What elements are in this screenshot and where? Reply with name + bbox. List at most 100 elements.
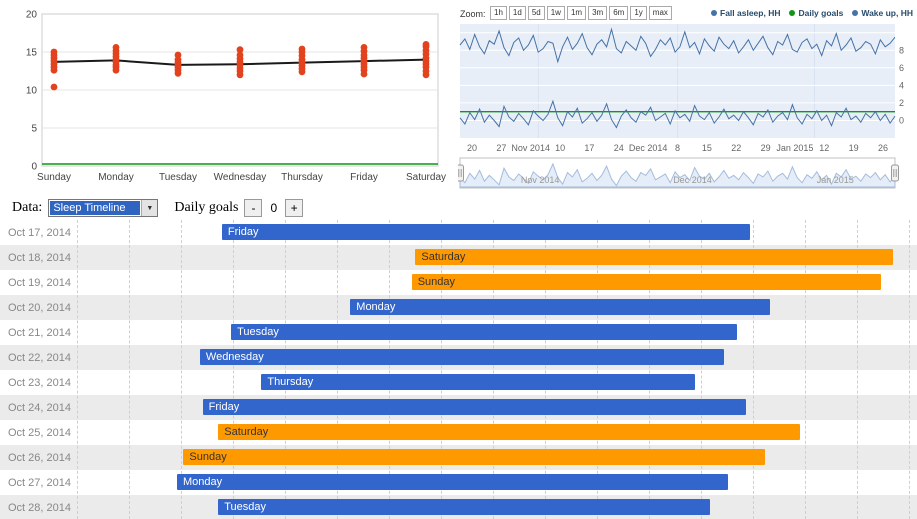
legend-item[interactable]: Fall asleep, HH (711, 8, 780, 18)
scatter-point (298, 45, 306, 53)
timeline-bar-label: Monday (182, 476, 223, 488)
timeline-row: Oct 25, 2014 Saturday (0, 420, 917, 445)
timeline-bar[interactable]: Saturday (415, 249, 894, 265)
weekday-scatter-svg: 0 5 10 15 20 Sunday Monday Tuesday Wednesday Thur… (26, 10, 446, 184)
navigator-handle-grip[interactable] (891, 164, 899, 182)
stock-x-tick-label: 19 (849, 143, 859, 153)
scatter-point (360, 44, 368, 51)
zoom-button-1w[interactable]: 1w (546, 6, 565, 20)
timeline-bar[interactable]: Saturday (218, 424, 800, 440)
legend-label: Fall asleep, HH (720, 8, 781, 18)
stock-series-line (459, 99, 896, 129)
timeline-row-date: Oct 20, 2014 (8, 302, 71, 314)
controls-bar: Data: Sleep Timeline ▼ Daily goals - 0 + (0, 197, 917, 219)
scatter-x-tick-label: Monday (98, 172, 134, 183)
timeline-bar-label: Saturday (421, 251, 466, 263)
timeline-bar-label: Tuesday (237, 326, 279, 338)
stock-x-tick-label: 22 (731, 143, 741, 153)
timeline-row-date: Oct 17, 2014 (8, 227, 71, 239)
navigator-month-label: Dec 2014 (673, 175, 712, 185)
zoom-button-6m[interactable]: 6m (609, 6, 629, 20)
timeline-bar-label: Friday (208, 401, 240, 413)
navigator-handle-left[interactable] (458, 164, 464, 182)
zoom-buttons: 1h 1d 5d 1w 1m 3m 6m 1y max (490, 6, 672, 20)
timeline-bar-label: Wednesday (205, 351, 264, 363)
daily-goals-decrement-button[interactable]: - (244, 199, 263, 217)
daily-goals-value: 0 (270, 201, 278, 215)
daily-goals-label: Daily goals (174, 200, 239, 215)
stock-x-tick-label: 15 (702, 143, 712, 153)
navigator-handle-right[interactable] (891, 164, 899, 182)
zoom-button-1y[interactable]: 1y (630, 6, 647, 20)
scatter-point (174, 51, 182, 59)
legend-item[interactable]: Wake up, HH (852, 8, 913, 18)
navigator-month-label: Nov 2014 (521, 175, 560, 185)
timeline-bar[interactable]: Friday (202, 399, 747, 415)
timeline-row: Oct 22, 2014 Wednesday (0, 345, 917, 370)
data-select[interactable]: Sleep Timeline ▼ (48, 199, 159, 217)
scatter-x-tick-label: Saturday (406, 172, 446, 183)
scatter-point (112, 44, 120, 51)
chevron-down-icon: ▼ (141, 200, 158, 216)
scatter-point (236, 51, 244, 59)
timeline-row: Oct 21, 2014 Tuesday (0, 320, 917, 345)
legend-item[interactable]: Daily goals (789, 8, 843, 18)
timeline-row: Oct 20, 2014 Monday (0, 295, 917, 320)
stock-toolbar: Zoom: 1h 1d 5d 1w 1m 3m 6m 1y max Fall asleep, H… (458, 4, 915, 22)
stock-chart: Zoom: 1h 1d 5d 1w 1m 3m 6m 1y max Fall asleep, H… (458, 4, 915, 196)
zoom-button-1h[interactable]: 1h (490, 6, 507, 20)
scatter-x-tick-label: Wednesday (214, 172, 267, 183)
timeline-row: Oct 23, 2014 Thursday (0, 370, 917, 395)
weekday-scatter-chart: 0 5 10 15 20 Sunday Monday Tuesday Wednesday Thur… (8, 4, 448, 196)
zoom-button-max[interactable]: max (648, 6, 672, 20)
sleep-timeline-chart: Oct 17, 2014 Friday Oct 18, 2014 Saturday Oc… (0, 220, 917, 519)
timeline-bar[interactable]: Friday (221, 224, 751, 240)
scatter-x-tick-label: Tuesday (159, 172, 197, 183)
timeline-bar-label: Saturday (224, 426, 269, 438)
zoom-button-3m[interactable]: 3m (588, 6, 608, 20)
legend-marker-icon (789, 10, 796, 16)
timeline-bar-label: Thursday (267, 376, 314, 388)
stock-x-tick-label: 26 (878, 143, 888, 153)
stock-x-tick-label: 12 (819, 143, 829, 153)
stock-x-tick-label: 8 (675, 143, 680, 153)
scatter-x-tick-label: Sunday (37, 172, 71, 183)
data-label: Data: (12, 200, 43, 215)
stock-series-line (459, 27, 896, 64)
zoom-button-1m[interactable]: 1m (566, 6, 587, 20)
timeline-row: Oct 18, 2014 Saturday (0, 245, 917, 270)
timeline-row-date: Oct 24, 2014 (8, 402, 71, 414)
timeline-bar[interactable]: Tuesday (218, 499, 710, 515)
stock-x-tick-label: Nov 2014 (511, 143, 550, 153)
scatter-y-tick-label: 5 (31, 124, 37, 135)
stock-x-tick-label: 27 (496, 143, 506, 153)
timeline-row-date: Oct 23, 2014 (8, 377, 71, 389)
timeline-row-date: Oct 21, 2014 (8, 327, 71, 339)
timeline-bar-label: Sunday (189, 451, 227, 463)
timeline-bar[interactable]: Tuesday (231, 324, 738, 340)
daily-goals-increment-button[interactable]: + (285, 199, 304, 217)
timeline-row-date: Oct 19, 2014 (8, 277, 71, 289)
stock-x-tick-label: 29 (761, 143, 771, 153)
scatter-point (422, 41, 430, 48)
timeline-bar[interactable]: Sunday (411, 274, 882, 290)
stock-y-tick-label: 8 (899, 45, 904, 55)
scatter-y-tick-label: 20 (26, 10, 38, 21)
zoom-button-1d[interactable]: 1d (508, 6, 526, 20)
timeline-bar-label: Sunday (417, 276, 456, 288)
timeline-row-date: Oct 27, 2014 (8, 477, 71, 489)
zoom-label: Zoom: (460, 9, 486, 19)
timeline-bar[interactable]: Monday (176, 474, 729, 490)
scatter-point (236, 46, 244, 54)
scatter-x-tick-label: Friday (350, 172, 378, 183)
timeline-bar[interactable]: Monday (350, 299, 771, 315)
timeline-row-date: Oct 26, 2014 (8, 452, 71, 464)
legend-marker-icon (852, 10, 859, 16)
timeline-bar[interactable]: Wednesday (199, 349, 725, 365)
zoom-button-5d[interactable]: 5d (527, 6, 545, 20)
timeline-bar[interactable]: Thursday (261, 374, 696, 390)
scatter-point (50, 48, 58, 56)
scatter-y-tick-label: 0 (31, 162, 37, 173)
timeline-bar[interactable]: Sunday (183, 449, 765, 465)
